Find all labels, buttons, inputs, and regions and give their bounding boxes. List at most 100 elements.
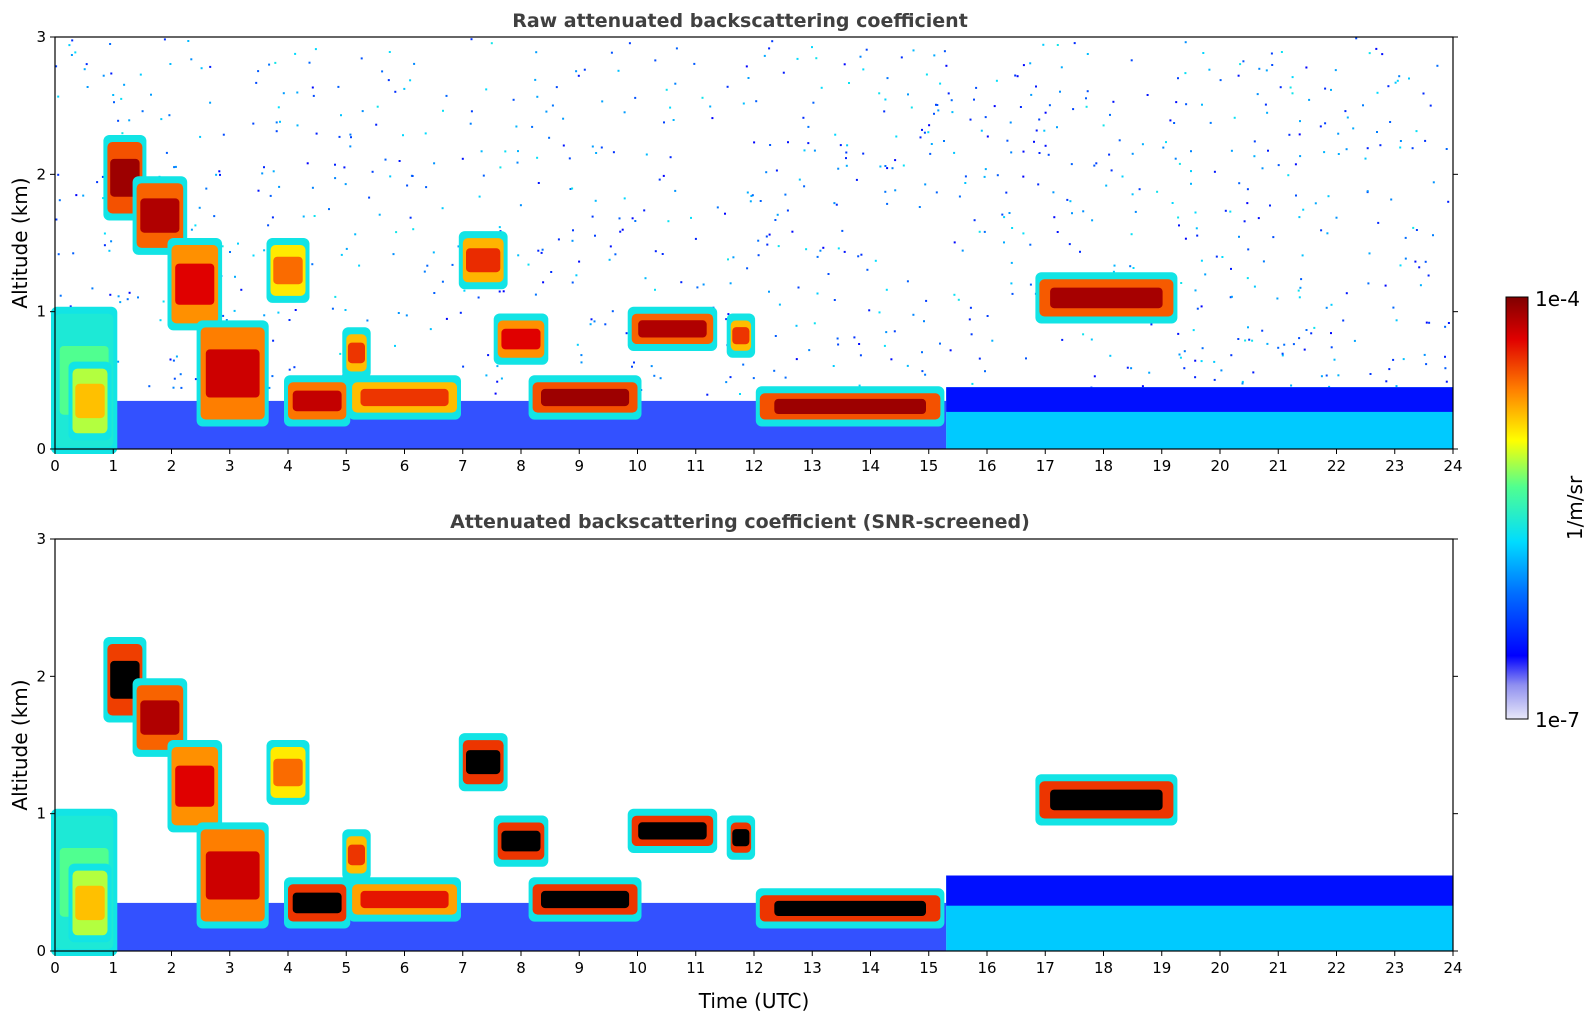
noise-pixel — [123, 83, 126, 86]
noise-pixel — [277, 106, 280, 109]
noise-pixel — [1364, 157, 1367, 160]
noise-pixel — [672, 119, 675, 121]
noise-pixel — [384, 158, 387, 161]
noise-pixel — [1257, 217, 1260, 220]
noise-pixel — [1213, 360, 1216, 363]
noise-pixel — [625, 332, 628, 335]
x-tick-label: 9 — [574, 959, 584, 977]
noise-pixel — [512, 98, 515, 101]
noise-pixel — [366, 319, 369, 322]
noise-pixel — [763, 54, 766, 57]
noise-pixel — [716, 206, 719, 209]
noise-pixel — [487, 354, 490, 357]
noise-pixel — [148, 385, 151, 388]
noise-pixel — [1246, 277, 1249, 280]
noise-pixel — [1444, 355, 1446, 358]
noise-pixel — [807, 125, 810, 128]
noise-pixel — [1208, 68, 1211, 71]
noise-pixel — [1388, 368, 1391, 371]
noise-pixel — [1126, 366, 1129, 369]
noise-pixel — [919, 136, 922, 139]
noise-pixel — [900, 56, 903, 59]
noise-pixel — [441, 207, 444, 210]
noise-pixel — [461, 157, 464, 160]
noise-pixel — [619, 230, 622, 233]
noise-pixel — [1093, 164, 1096, 167]
noise-pixel — [1300, 278, 1303, 281]
noise-pixel — [517, 150, 519, 153]
noise-pixel — [604, 323, 607, 326]
noise-pixel — [1247, 326, 1249, 329]
noise-pixel — [885, 288, 888, 291]
x-tick-label: 1 — [108, 959, 118, 977]
x-tick-label: 22 — [1327, 457, 1346, 475]
noise-pixel — [1289, 86, 1292, 89]
noise-pixel — [312, 94, 315, 97]
noise-pixel — [537, 182, 540, 184]
noise-pixel — [462, 365, 465, 368]
x-tick-label: 23 — [1385, 457, 1404, 475]
x-tick-label: 4 — [283, 457, 293, 475]
noise-pixel — [746, 191, 749, 194]
x-tick-label: 19 — [1152, 959, 1171, 977]
noise-pixel — [1110, 169, 1113, 172]
noise-pixel — [693, 62, 696, 65]
noise-pixel — [515, 125, 518, 128]
noise-pixel — [1301, 254, 1304, 257]
noise-pixel — [1432, 234, 1434, 237]
noise-pixel — [424, 132, 427, 135]
cloud-layer-core — [140, 700, 180, 735]
noise-pixel — [724, 212, 726, 215]
noise-pixel — [1237, 74, 1240, 77]
x-tick-label: 3 — [225, 457, 235, 475]
noise-pixel — [199, 135, 202, 138]
noise-pixel — [910, 106, 913, 109]
noise-pixel — [1179, 356, 1182, 359]
noise-pixel — [753, 141, 756, 144]
noise-pixel — [1029, 243, 1032, 246]
noise-pixel — [1086, 90, 1089, 93]
noise-pixel — [751, 194, 754, 197]
noise-pixel — [1108, 153, 1111, 156]
backscatter-layers — [51, 135, 1453, 454]
noise-pixel — [340, 114, 342, 117]
y-axis-ticks: 0 1 2 3 — [36, 530, 1458, 960]
noise-pixel — [1109, 113, 1111, 116]
noise-pixel — [1177, 332, 1180, 335]
noise-pixel — [923, 131, 926, 134]
noise-pixel — [742, 363, 745, 366]
noise-pixel — [859, 55, 862, 58]
noise-pixel — [589, 323, 592, 326]
x-tick-label: 6 — [400, 959, 410, 977]
noise-pixel — [1248, 338, 1251, 341]
noise-pixel — [807, 142, 810, 145]
noise-pixel — [1298, 216, 1301, 219]
x-tick-label: 8 — [516, 959, 526, 977]
y-tick-label: 2 — [36, 667, 46, 685]
noise-pixel — [729, 376, 732, 379]
noise-pixel — [1387, 85, 1390, 88]
noise-pixel — [853, 336, 856, 339]
noise-pixel — [755, 100, 758, 103]
noise-pixel — [891, 167, 894, 170]
noise-pixel — [485, 88, 488, 91]
x-tick-label: 14 — [861, 959, 880, 977]
noise-pixel — [858, 343, 861, 345]
noise-pixel — [1082, 210, 1085, 213]
cloud-layer-core — [1050, 789, 1163, 811]
noise-pixel — [371, 170, 374, 173]
noise-pixel — [1131, 152, 1134, 155]
noise-pixel — [1303, 348, 1306, 351]
noise-pixel — [580, 354, 583, 357]
noise-pixel — [749, 200, 752, 203]
noise-pixel — [1112, 270, 1115, 273]
noise-pixel — [702, 283, 705, 286]
noise-pixel — [906, 364, 909, 367]
noise-pixel — [338, 135, 341, 138]
noise-pixel — [846, 144, 849, 147]
noise-pixel — [778, 303, 781, 306]
noise-pixel — [275, 121, 278, 124]
noise-pixel — [1009, 121, 1012, 124]
noise-pixel — [413, 62, 416, 65]
noise-pixel — [795, 358, 798, 361]
